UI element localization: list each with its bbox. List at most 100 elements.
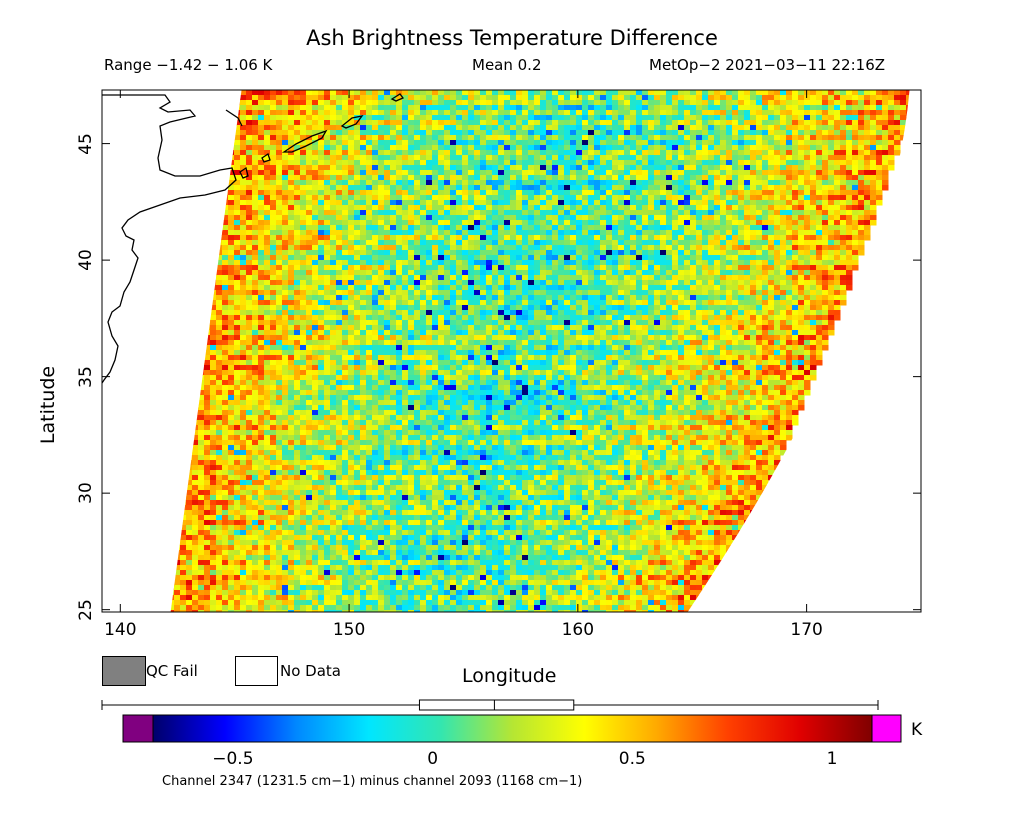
swath-cell <box>372 240 379 246</box>
swath-cell <box>726 155 733 161</box>
swath-cell <box>732 285 739 291</box>
swath-cell <box>570 275 577 281</box>
swath-cell <box>774 90 781 96</box>
swath-cell <box>858 225 865 231</box>
swath-cell <box>552 310 559 316</box>
swath-cell <box>294 270 301 276</box>
swath-cell <box>720 285 727 291</box>
swath-cell <box>342 150 349 156</box>
swath-cell <box>432 120 439 126</box>
swath-cell <box>684 130 691 136</box>
swath-cell <box>258 260 265 266</box>
swath-cell <box>810 225 817 231</box>
swath-cell <box>354 115 361 121</box>
swath-cell <box>816 285 823 291</box>
swath-cell <box>786 310 793 316</box>
swath-cell <box>492 205 499 211</box>
swath-cell <box>372 140 379 146</box>
swath-cell <box>276 305 283 311</box>
swath-cell <box>252 90 259 96</box>
swath-cell <box>810 135 817 141</box>
swath-cell <box>216 290 223 296</box>
swath-cell <box>792 155 799 161</box>
swath-cell <box>450 130 457 136</box>
swath-cell <box>744 235 751 241</box>
swath-cell <box>648 145 655 151</box>
swath-cell <box>606 90 613 96</box>
swath-cell <box>312 210 319 216</box>
swath-cell <box>774 135 781 141</box>
swath-cell <box>738 160 745 166</box>
swath-cell <box>846 225 853 231</box>
swath-cell <box>384 185 391 191</box>
swath-cell <box>378 200 385 206</box>
swath-cell <box>732 170 739 176</box>
swath-cell <box>282 210 289 216</box>
swath-cell <box>780 200 787 206</box>
swath-cell <box>252 150 259 156</box>
swath-cell <box>354 180 361 186</box>
swath-cell <box>222 155 229 161</box>
swath-cell <box>756 210 763 216</box>
swath-cell <box>570 150 577 156</box>
swath-cell <box>576 250 583 256</box>
swath-cell <box>720 245 727 251</box>
swath-cell <box>678 140 685 146</box>
swath-cell <box>612 160 619 166</box>
swath-cell <box>342 300 349 306</box>
swath-cell <box>852 140 859 146</box>
swath-cell <box>576 165 583 171</box>
swath-cell <box>660 210 667 216</box>
swath-cell <box>822 215 829 221</box>
swath-cell <box>582 125 589 131</box>
swath-cell <box>234 90 241 96</box>
swath-cell <box>654 230 661 236</box>
swath-cell <box>732 265 739 271</box>
swath-cell <box>486 120 493 126</box>
swath-cell <box>306 255 313 261</box>
swath-cell <box>474 195 481 201</box>
swath-cell <box>318 150 325 156</box>
swath-cell <box>264 110 271 116</box>
swath-cell <box>384 160 391 166</box>
swath-cell <box>540 300 547 306</box>
swath-cell <box>690 235 697 241</box>
swath-cell <box>228 280 235 286</box>
swath-cell <box>390 300 397 306</box>
swath-cell <box>810 145 817 151</box>
swath-cell <box>792 300 799 306</box>
swath-cell <box>870 115 877 121</box>
swath-cell <box>234 275 241 281</box>
swath-cell <box>624 235 631 241</box>
swath-cell <box>360 285 367 291</box>
swath-cell <box>348 190 355 196</box>
swath-cell <box>642 255 649 261</box>
swath-cell <box>492 250 499 256</box>
swath-cell <box>534 175 541 181</box>
swath-cell <box>660 200 667 206</box>
swath-cell <box>336 105 343 111</box>
swath-cell <box>354 160 361 166</box>
swath-cell <box>792 245 799 251</box>
swath-cell <box>402 110 409 116</box>
swath-cell <box>372 305 379 311</box>
swath-cell <box>330 170 337 176</box>
swath-cell <box>312 315 319 321</box>
swath-cell <box>378 110 385 116</box>
swath-cell <box>324 170 331 176</box>
swath-cell <box>216 235 223 241</box>
swath-cell <box>222 150 229 156</box>
swath-cell <box>888 110 895 116</box>
swath-cell <box>426 230 433 236</box>
swath-cell <box>342 220 349 226</box>
swath-cell <box>504 150 511 156</box>
swath-cell <box>696 150 703 156</box>
swath-cell <box>534 230 541 236</box>
swath-cell <box>594 165 601 171</box>
swath-cell <box>660 170 667 176</box>
swath-cell <box>756 270 763 276</box>
swath-cell <box>702 165 709 171</box>
swath-cell <box>258 130 265 136</box>
swath-cell <box>840 295 847 301</box>
swath-cell <box>252 245 259 251</box>
